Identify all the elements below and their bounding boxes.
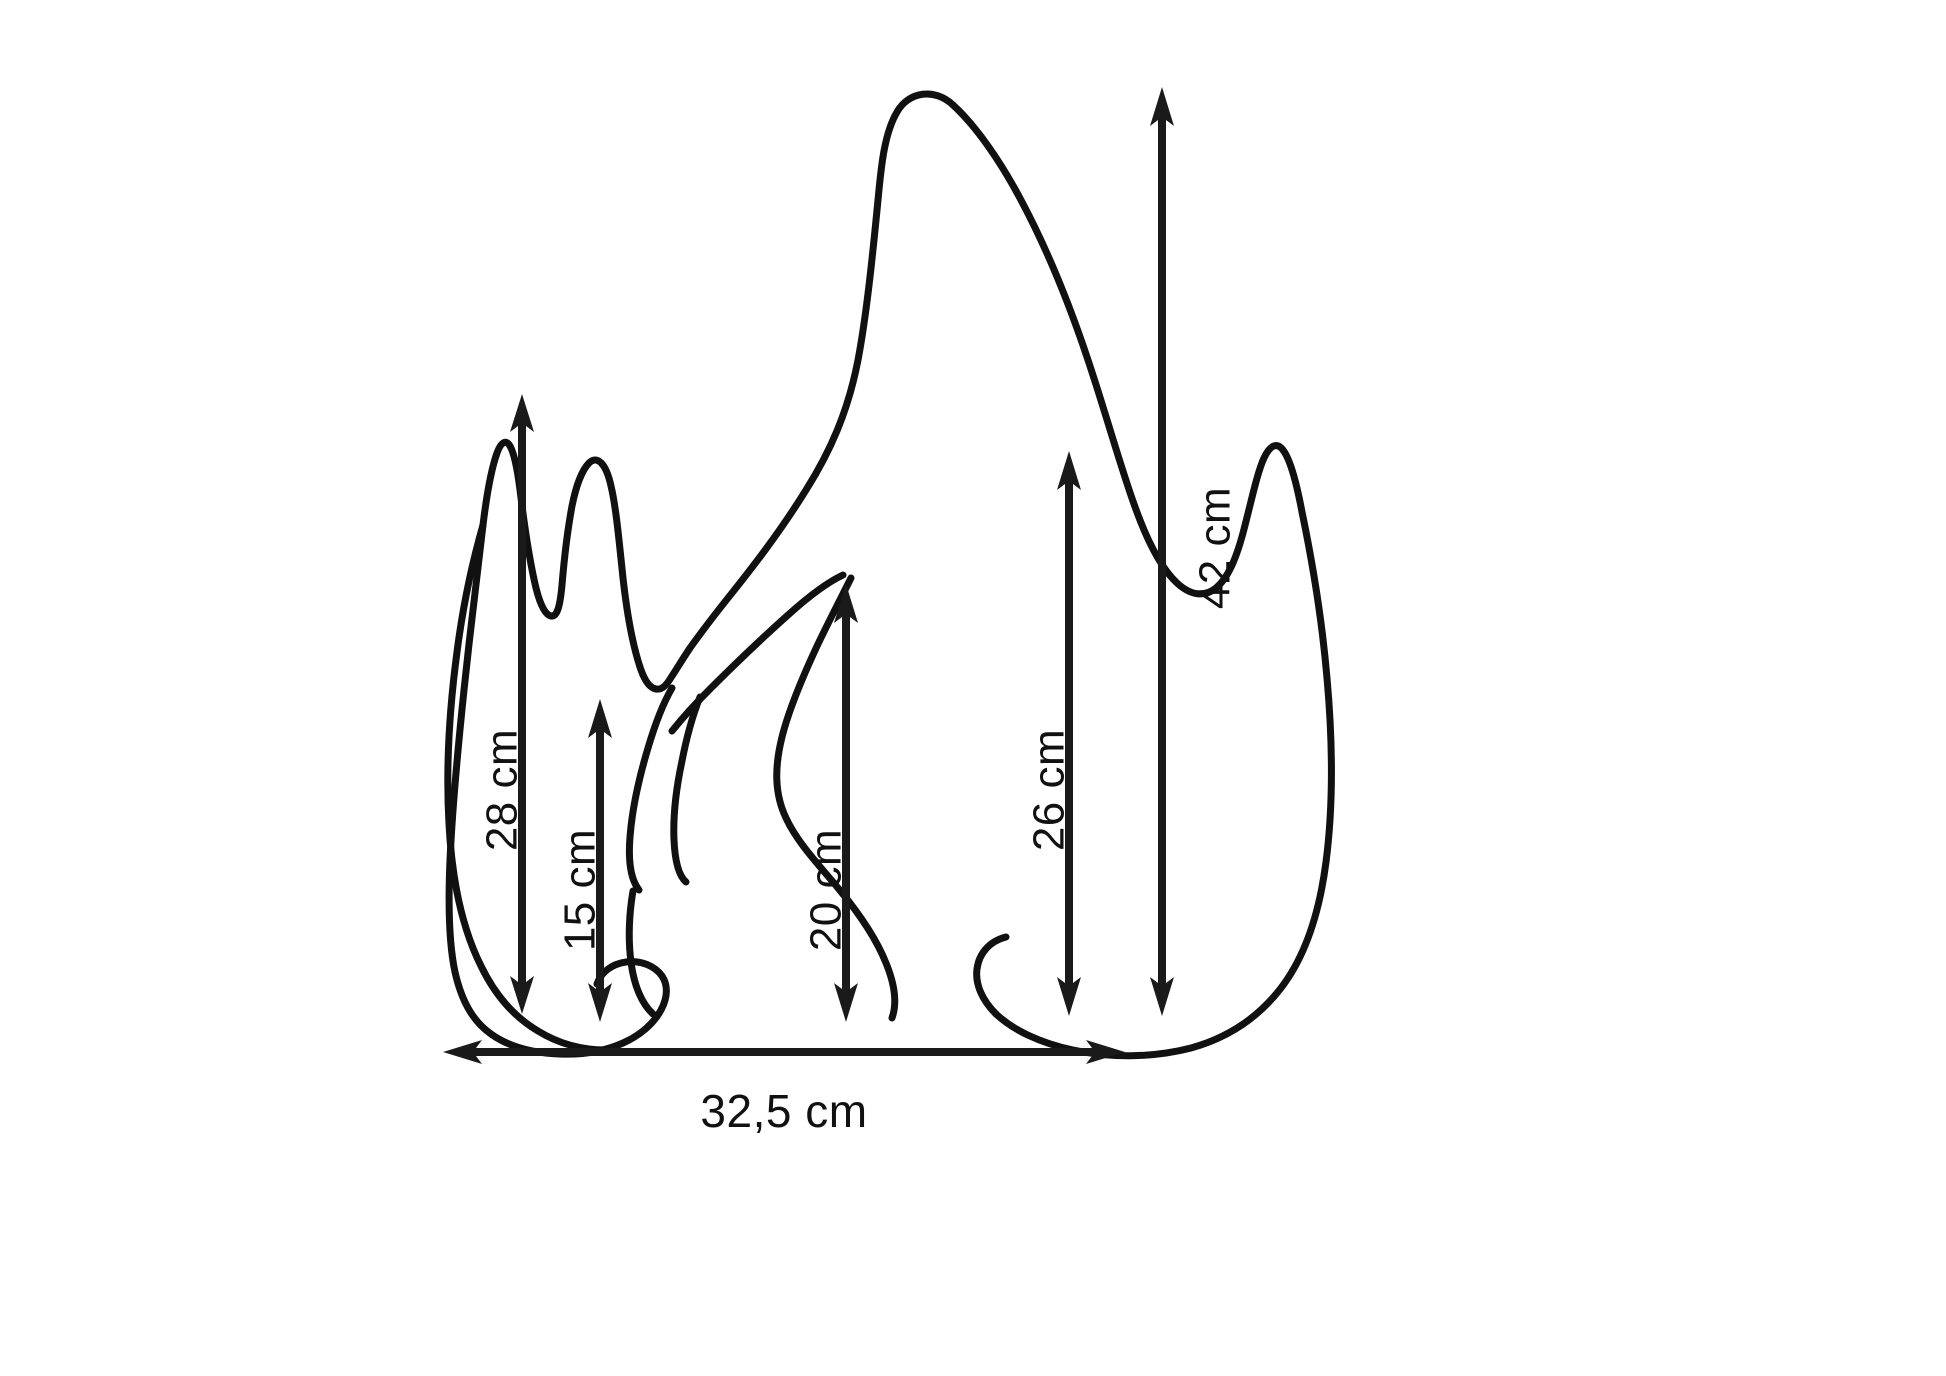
flame-inner-left-sliver-inner-path (670, 693, 704, 886)
flame-inner-middle-tongue-right-path (773, 574, 899, 1022)
dimension-20cm-label: 20 cm (802, 829, 851, 951)
dimension-325cm-arrowhead-right (1086, 1040, 1125, 1064)
dimension-20cm: 20 cm (802, 584, 858, 1022)
dimension-15cm-arrowhead-top (588, 699, 612, 738)
flame-inner-middle-tongue-path (668, 571, 847, 735)
dimension-26cm-arrowhead-bottom (1057, 977, 1081, 1016)
flame-inner-left-sliver-outer-path (625, 684, 676, 894)
dimension-26cm-arrowhead-top (1057, 451, 1081, 490)
dimension-325cm-label: 32,5 cm (700, 1085, 867, 1137)
flame-outline-group (444, 90, 1335, 1060)
flame-right-upper-path (949, 101, 1306, 598)
dimension-20cm-arrowhead-top (834, 584, 858, 623)
flame-outer-outline-path (445, 90, 957, 1058)
dimension-325cm: 32,5 cm (443, 1040, 1125, 1137)
flame-base-right-notch-path (973, 933, 1010, 1018)
dimension-26cm: 26 cm (1025, 451, 1081, 1016)
dimension-325cm-arrowhead-left (443, 1040, 482, 1064)
dimension-15cm-arrowhead-bottom (588, 983, 612, 1022)
dimension-15cm: 15 cm (556, 699, 612, 1022)
dimension-15cm-label: 15 cm (556, 829, 605, 951)
dimension-28cm-label: 28 cm (478, 729, 527, 851)
dimension-42cm-arrowhead-bottom (1150, 977, 1174, 1016)
dimension-42cm: 42 cm (1150, 87, 1240, 1016)
dimension-28cm-arrowhead-top (510, 394, 534, 432)
dimension-42cm-label: 42 cm (1191, 487, 1240, 609)
dimension-26cm-label: 26 cm (1025, 729, 1074, 851)
flame-left-lower-lobe-path (444, 521, 610, 1054)
dimension-28cm-arrowhead-bottom (510, 976, 534, 1014)
flame-inner-left-tongue-path (625, 887, 657, 1018)
dimension-28cm: 28 cm (478, 394, 534, 1014)
dimension-20cm-arrowhead-bottom (834, 983, 858, 1022)
dimension-42cm-arrowhead-top (1150, 87, 1174, 126)
